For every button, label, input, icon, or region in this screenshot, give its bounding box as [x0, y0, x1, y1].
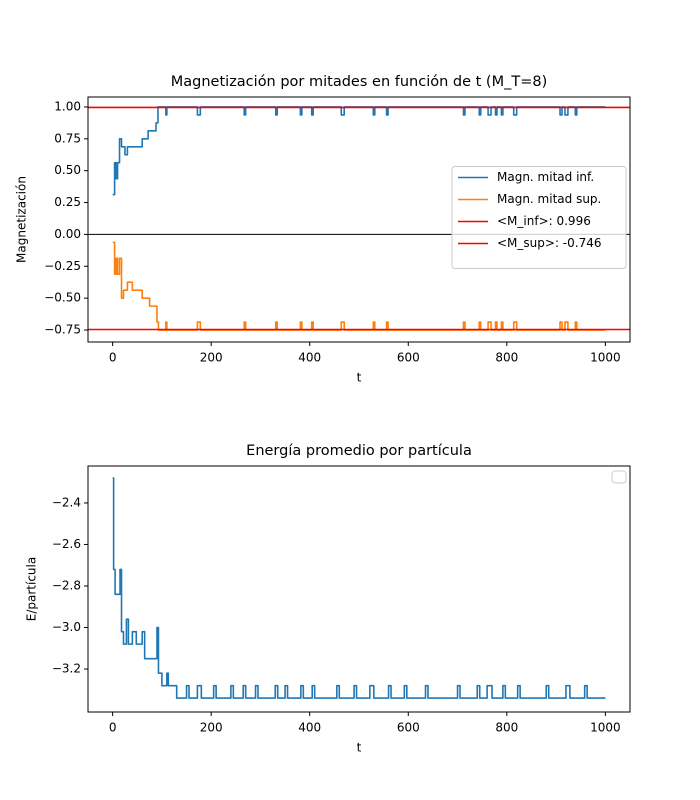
data-line: [112, 106, 606, 196]
x-tick-label: 800: [495, 721, 518, 735]
x-tick-label: 600: [397, 351, 420, 365]
y-tick-label: −2.4: [52, 495, 81, 509]
x-tick-label: 800: [495, 351, 518, 365]
plot-area: [112, 477, 606, 699]
x-tick-label: 400: [298, 351, 321, 365]
chart-title: Magnetización por mitades en función de …: [171, 74, 547, 90]
x-axis-label: t: [357, 741, 362, 755]
y-tick-label: 1.00: [54, 99, 81, 113]
y-axis-label: Magnetización: [15, 176, 29, 263]
data-line: [112, 477, 606, 699]
legend-box: [451, 166, 627, 269]
x-tick-label: 200: [200, 351, 223, 365]
x-axis-label: t: [357, 371, 362, 385]
y-tick-label: −0.75: [44, 323, 81, 337]
legend-label: <M_inf>: 0.996: [497, 214, 591, 228]
y-tick-label: 0.00: [54, 227, 81, 241]
x-tick-label: 600: [397, 721, 420, 735]
y-tick-label: 0.75: [54, 131, 81, 145]
legend-label: Magn. mitad sup.: [497, 192, 601, 206]
y-tick-label: 0.50: [54, 163, 81, 177]
y-axis-label: E/partícula: [25, 557, 39, 621]
axes-frame: [87, 96, 631, 343]
y-tick-label: −0.50: [44, 291, 81, 305]
chart-title: Energía promedio por partícula: [246, 443, 472, 459]
x-tick-label: 1000: [590, 351, 621, 365]
x-tick-label: 0: [109, 721, 117, 735]
y-tick-label: −2.8: [52, 578, 81, 592]
x-tick-label: 200: [200, 721, 223, 735]
y-tick-label: −0.25: [44, 259, 81, 273]
x-tick-label: 1000: [590, 721, 621, 735]
legend-label: <M_sup>: -0.746: [497, 236, 601, 250]
y-tick-label: −3.0: [52, 620, 81, 634]
axes-frame: [87, 465, 631, 713]
y-tick-label: −2.6: [52, 537, 81, 551]
legend-box: [611, 470, 627, 484]
x-tick-label: 400: [298, 721, 321, 735]
x-tick-label: 0: [109, 351, 117, 365]
y-tick-label: 0.25: [54, 195, 81, 209]
y-tick-label: −3.2: [52, 662, 81, 676]
legend-label: Magn. mitad inf.: [497, 170, 594, 184]
